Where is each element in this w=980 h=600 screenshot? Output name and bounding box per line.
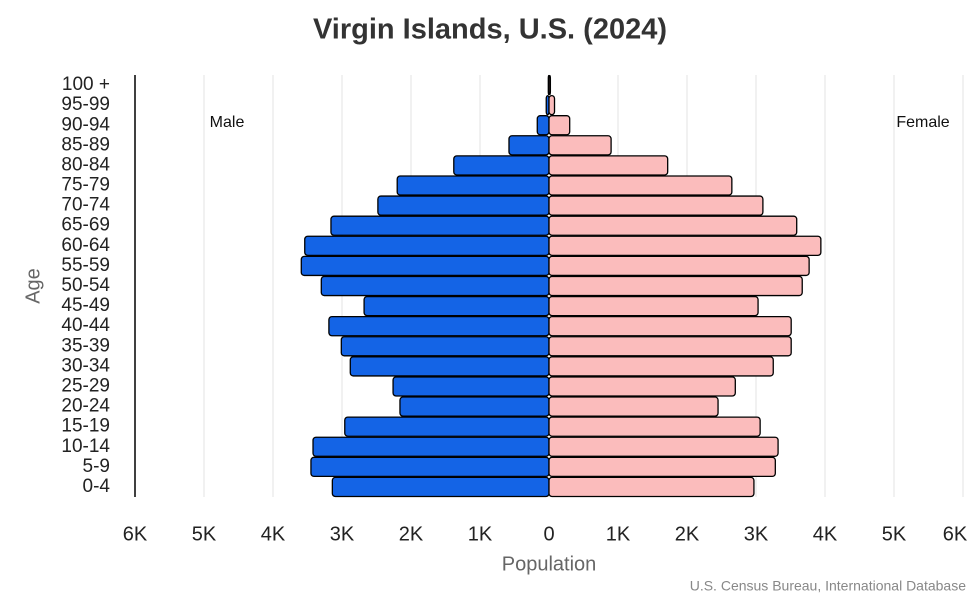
bar — [349, 356, 550, 377]
source-note: U.S. Census Bureau, International Databa… — [690, 578, 966, 594]
y-tick-label: 80-84 — [61, 154, 110, 175]
bar — [508, 135, 550, 156]
y-tick-label: 15-19 — [61, 416, 110, 437]
bars — [300, 74, 822, 498]
x-tick-label: 1K — [606, 523, 631, 545]
bar — [310, 456, 550, 478]
bar — [330, 215, 550, 236]
bar — [328, 315, 550, 337]
x-tick-label: 1K — [468, 523, 493, 545]
bar — [396, 175, 550, 196]
y-tick-label: 90-94 — [61, 114, 110, 135]
bar — [548, 295, 759, 317]
bar — [399, 396, 550, 417]
bar — [548, 476, 755, 498]
x-tick-label: 2K — [399, 523, 424, 545]
y-tick-label: 65-69 — [61, 215, 110, 236]
bar — [548, 376, 736, 397]
bar — [548, 336, 792, 357]
x-axis-label: Population — [502, 553, 597, 575]
bar — [548, 74, 552, 96]
bar — [548, 195, 764, 216]
bar — [548, 396, 719, 417]
bar — [392, 376, 550, 397]
x-tick-label: 0 — [543, 523, 554, 545]
bar — [548, 94, 556, 116]
bar — [453, 155, 550, 176]
y-tick-label: 100 + — [62, 74, 110, 95]
y-tick-label: 0-4 — [83, 476, 111, 497]
y-tick-label: 10-14 — [61, 436, 110, 457]
y-tick-label: 35-39 — [61, 335, 110, 356]
y-tick-label: 5-9 — [83, 456, 110, 477]
bar — [548, 155, 669, 176]
bar — [340, 336, 550, 357]
bar — [548, 215, 798, 236]
x-tick-label: 5K — [192, 523, 217, 545]
y-axis-label: Age — [22, 268, 44, 304]
y-tick-label: 50-54 — [61, 275, 110, 296]
bar — [548, 275, 803, 297]
bar — [312, 436, 550, 457]
x-tick-label: 6K — [943, 523, 968, 545]
bar — [548, 436, 779, 457]
y-tick-label: 30-34 — [61, 355, 110, 376]
chart-title: Virgin Islands, U.S. (2024) — [313, 14, 667, 46]
bar — [536, 115, 550, 136]
bar — [548, 356, 774, 377]
y-tick-label: 95-99 — [61, 94, 110, 115]
bar — [548, 416, 761, 437]
bar — [548, 115, 571, 136]
y-tick-label: 85-89 — [61, 134, 110, 155]
bar — [548, 235, 822, 257]
x-tick-label: 4K — [813, 523, 838, 545]
bar — [331, 476, 550, 498]
y-tick-label: 70-74 — [61, 195, 110, 216]
legend-label: Male — [210, 114, 245, 131]
bar — [548, 135, 612, 156]
y-tick-label: 60-64 — [61, 235, 110, 256]
bar — [377, 195, 550, 216]
x-tick-label: 6K — [123, 523, 148, 545]
bar — [320, 275, 550, 297]
bar — [548, 255, 810, 277]
bar — [548, 456, 776, 478]
bar — [548, 175, 733, 196]
x-tick-label: 2K — [675, 523, 700, 545]
legend-label: Female — [896, 114, 949, 131]
bar — [548, 315, 792, 337]
bar — [344, 416, 550, 437]
y-tick-label: 45-49 — [61, 295, 110, 316]
x-tick-label: 5K — [882, 523, 907, 545]
bar — [363, 295, 550, 317]
x-tick-label: 3K — [330, 523, 355, 545]
y-tick-label: 40-44 — [61, 315, 110, 336]
y-tick-label: 25-29 — [61, 375, 110, 396]
x-tick-label: 4K — [261, 523, 286, 545]
y-tick-label: 75-79 — [61, 175, 110, 196]
y-tick-label: 20-24 — [61, 396, 110, 417]
bar — [300, 255, 550, 277]
y-tick-label: 55-59 — [61, 255, 110, 276]
bar — [304, 235, 550, 257]
x-tick-label: 3K — [744, 523, 769, 545]
